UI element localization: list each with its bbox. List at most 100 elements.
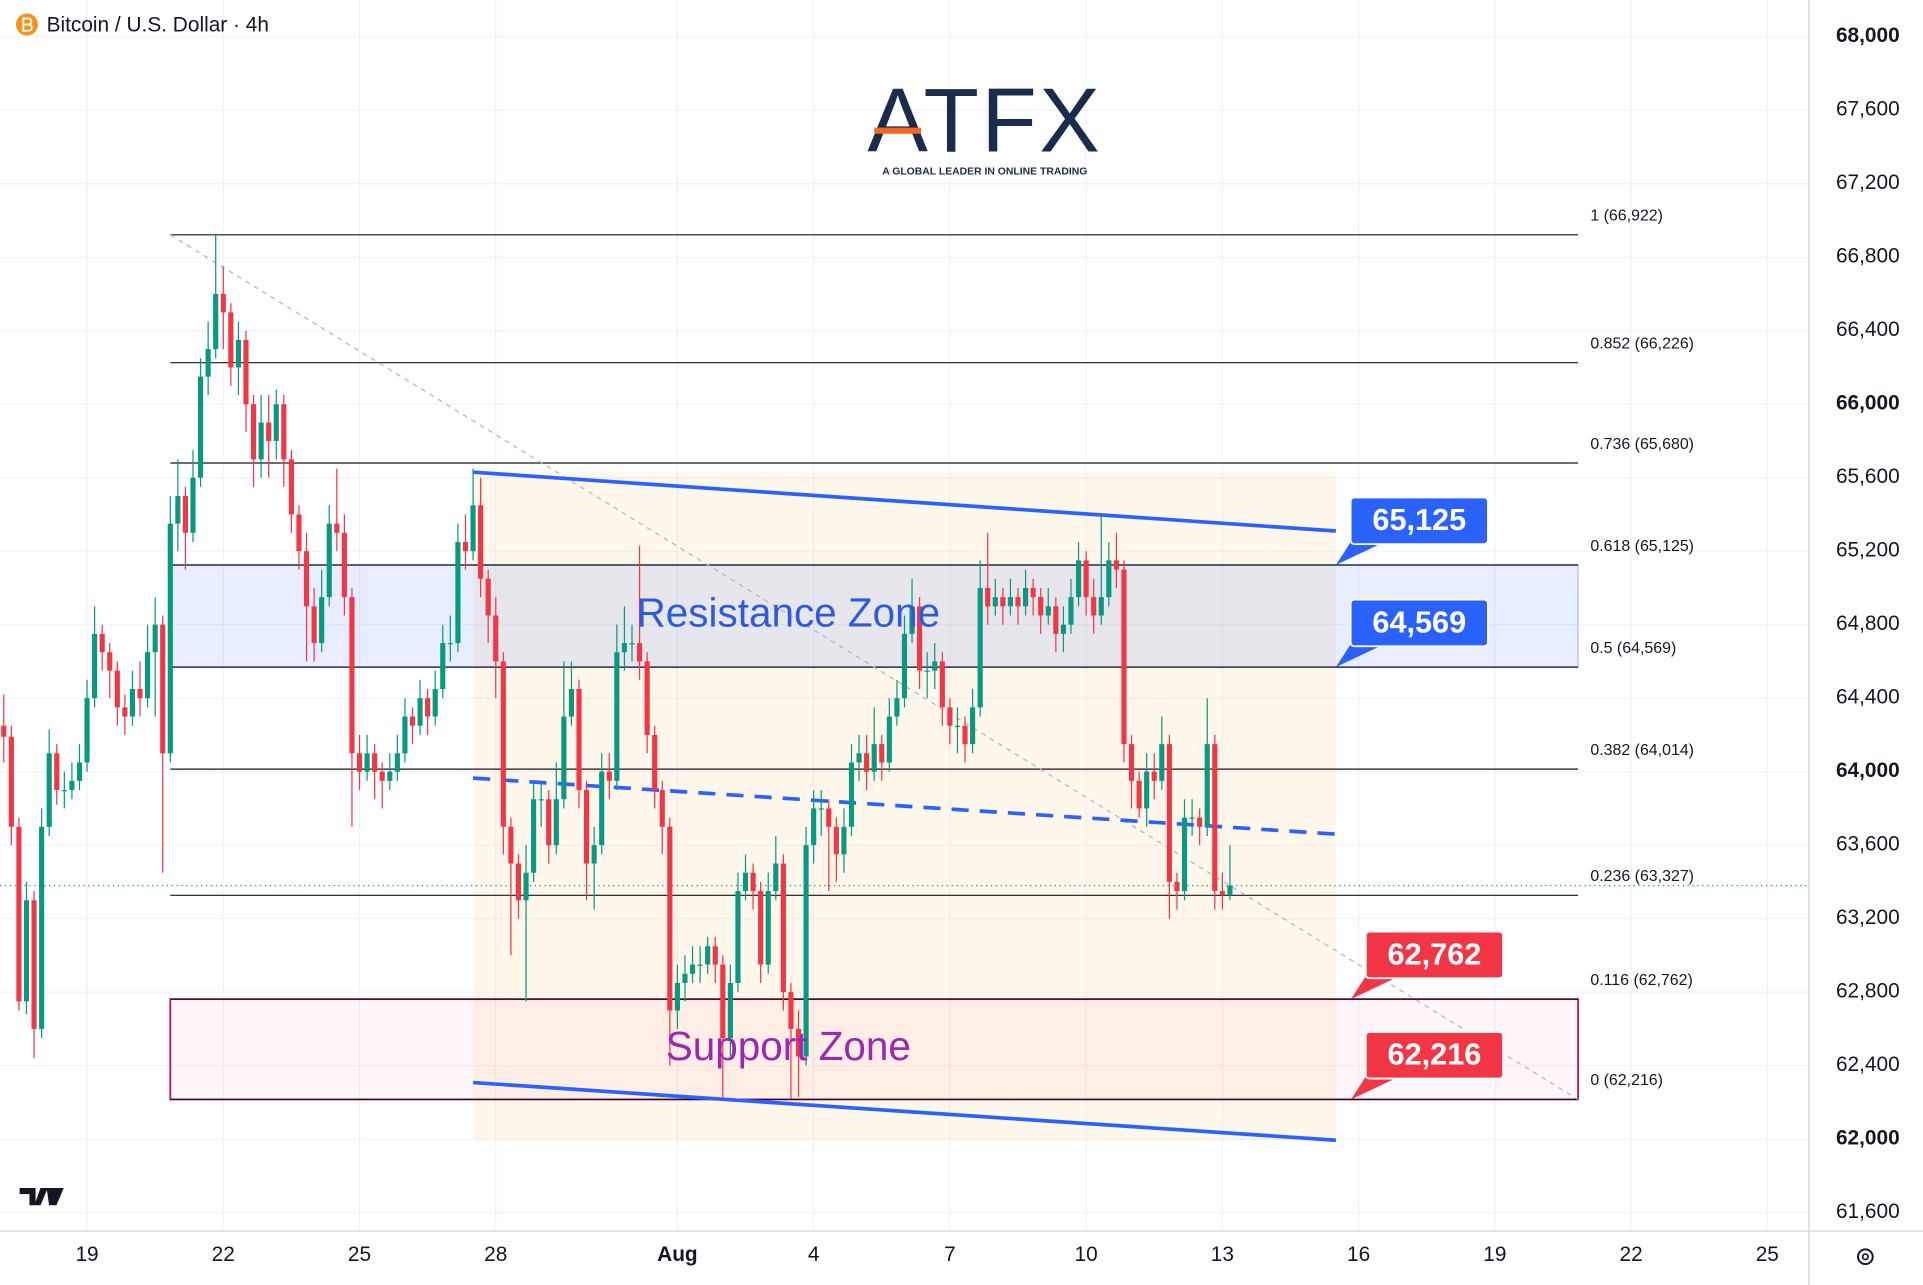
candle-body — [455, 542, 461, 644]
x-tick-label: 25 — [1756, 1243, 1779, 1266]
candle-body — [568, 688, 575, 717]
fib-label: 0.736 (65,680) — [1590, 436, 1694, 453]
candle-body — [1015, 597, 1021, 607]
candle-body — [182, 496, 189, 533]
candle-body — [1212, 744, 1218, 892]
fib-label: 0.618 (65,125) — [1590, 538, 1694, 555]
candle-body — [758, 891, 764, 965]
candle-body — [349, 597, 355, 754]
x-tick-label: 7 — [944, 1243, 956, 1266]
x-tick-label: 19 — [75, 1243, 98, 1266]
candle-body — [54, 753, 60, 791]
fib-label: 0.382 (64,014) — [1590, 742, 1694, 759]
candle-body — [160, 624, 166, 754]
candle-body — [841, 826, 847, 855]
candle-body — [1189, 817, 1195, 819]
candle-body — [848, 762, 855, 827]
settings-icon-center[interactable] — [1861, 1253, 1869, 1261]
y-tick-label: 63,600 — [1836, 833, 1900, 856]
candle-body — [250, 404, 257, 460]
candle-body — [1136, 780, 1142, 809]
y-tick-label: 67,200 — [1836, 171, 1900, 194]
candle-body — [92, 633, 98, 699]
candle-body — [61, 790, 67, 792]
candle-body — [152, 624, 158, 653]
candle-body — [379, 771, 385, 781]
tradingview-logo — [19, 1188, 64, 1206]
logo-name: ATFX — [867, 71, 1102, 172]
settings-icon[interactable] — [1857, 1248, 1874, 1266]
candle-body — [303, 551, 310, 607]
candle-body — [470, 505, 476, 552]
candle-body — [213, 293, 219, 350]
candle-body — [720, 964, 726, 1039]
y-tick-label: 62,000 — [1836, 1127, 1900, 1150]
candle-body — [1038, 597, 1044, 616]
candle-body — [485, 578, 491, 616]
price-badge — [1349, 496, 1489, 546]
y-tick-label: 68,000 — [1836, 24, 1900, 47]
candle-body — [1181, 817, 1188, 892]
y-tick-label: 64,000 — [1836, 759, 1900, 782]
candle-body — [962, 725, 968, 745]
fib-label: 0 (62,216) — [1590, 1072, 1663, 1089]
candle-body — [114, 670, 120, 708]
badge-label: 62,762 — [1388, 937, 1482, 971]
logo-tagline: A GLOBAL LEADER IN ONLINE TRADING — [882, 167, 1087, 178]
candle-body — [742, 872, 749, 892]
candle-body — [1219, 891, 1225, 895]
candle-body — [584, 790, 590, 864]
candle-body — [780, 863, 786, 993]
candle-body — [341, 532, 347, 598]
candle-body — [712, 946, 718, 965]
candle-body — [99, 633, 105, 653]
candle-body — [1197, 817, 1203, 827]
candle-body — [319, 597, 325, 644]
labels: Resistance Zone Support Zone 1 (66,922) 0.8… — [637, 208, 1694, 1100]
candle-body — [833, 826, 839, 855]
candle-body — [46, 753, 52, 827]
candle-body — [553, 799, 559, 846]
candle-body — [493, 615, 499, 662]
candle-body — [258, 422, 264, 460]
zone-box — [169, 998, 1580, 1101]
candle-body — [932, 661, 938, 671]
x-tick-label: 10 — [1075, 1243, 1098, 1266]
axes: 61,600 62,000 62,400 62,800 63,200 63,600 64,0… — [75, 24, 1899, 1266]
candle-body — [591, 845, 597, 864]
candle-body — [16, 826, 22, 1002]
x-tick-label: 19 — [1483, 1243, 1506, 1266]
candle-body — [871, 744, 877, 772]
candle-body — [1007, 597, 1014, 607]
candle-body — [667, 826, 673, 1011]
x-tick-label: 22 — [1619, 1243, 1642, 1266]
candle-body — [818, 808, 824, 810]
candle-body — [1075, 560, 1082, 598]
candle-body — [137, 688, 143, 699]
y-tick-label: 65,600 — [1836, 465, 1900, 488]
x-tick-label: 28 — [484, 1243, 507, 1266]
candle-body — [924, 670, 930, 672]
candle-body — [69, 780, 75, 791]
fib-label: 0.236 (63,327) — [1590, 868, 1694, 885]
candle-body — [1098, 597, 1104, 616]
x-tick-label: 25 — [348, 1243, 371, 1266]
badge-label: 65,125 — [1372, 503, 1466, 537]
candle-body — [205, 349, 211, 377]
candle-body — [394, 753, 400, 772]
candle-body — [8, 736, 14, 827]
candle-body — [1, 725, 7, 737]
candle-body — [576, 688, 582, 791]
candle-body — [735, 891, 741, 983]
candle-body — [1174, 881, 1180, 892]
candle-body — [197, 376, 204, 478]
candle-body — [23, 900, 30, 1002]
candle-body — [788, 992, 794, 1029]
fib-label: 0.852 (66,226) — [1590, 335, 1694, 352]
candle-body — [129, 688, 136, 717]
candle-body — [39, 826, 45, 1029]
y-tick-label: 64,400 — [1836, 686, 1900, 709]
candle-body — [1053, 606, 1059, 634]
candle-body — [894, 698, 900, 717]
